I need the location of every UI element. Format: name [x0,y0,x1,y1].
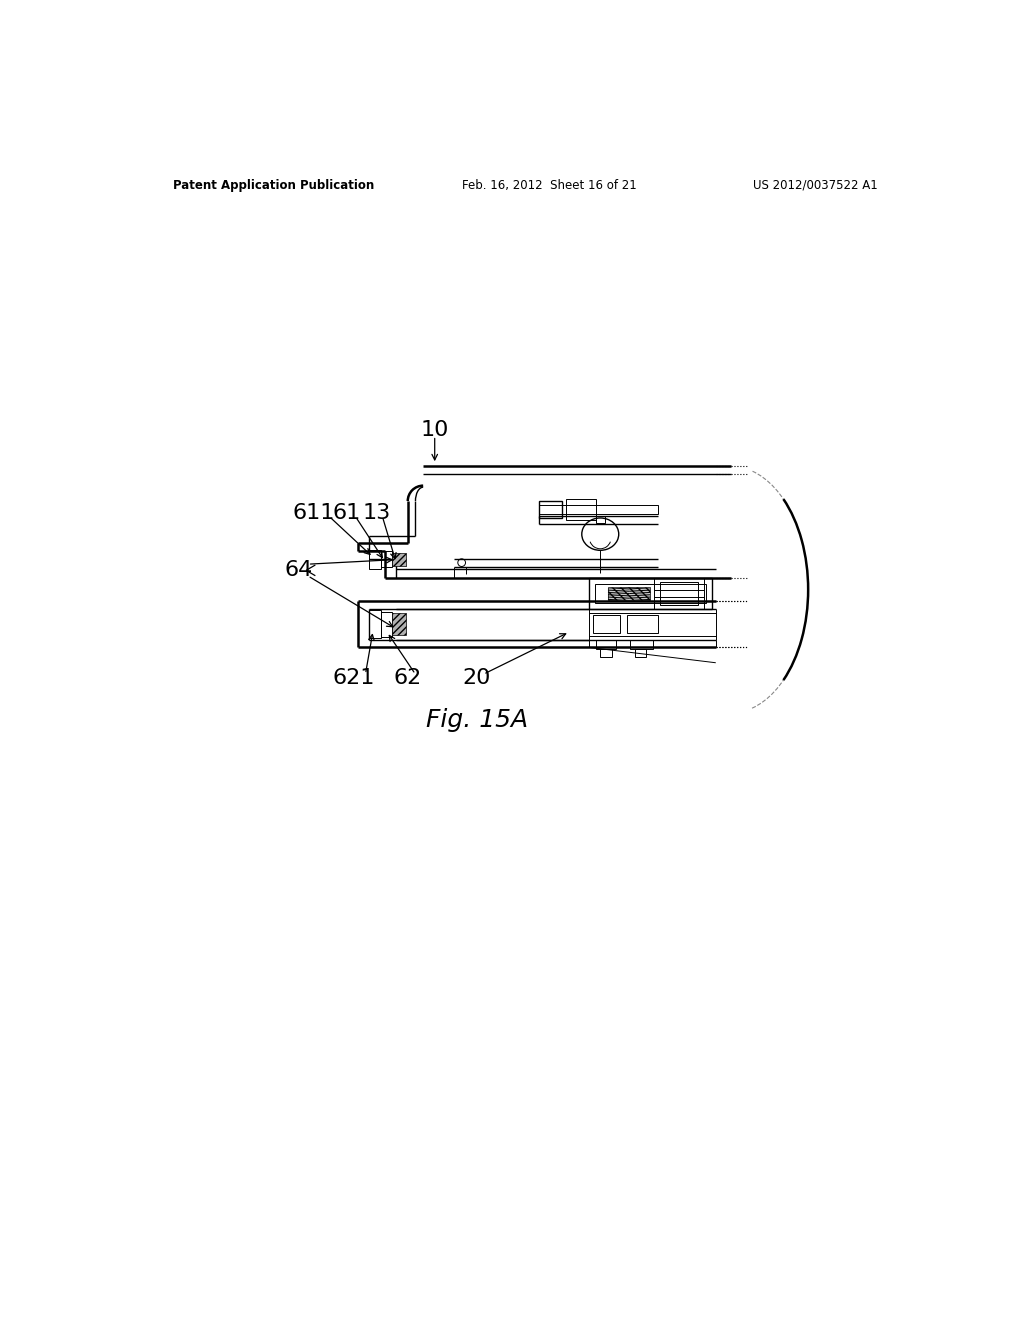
Bar [381,612,392,636]
Bar [608,587,650,599]
Bar [370,549,381,569]
Bar [370,610,381,638]
Bar [600,649,611,656]
Text: 20: 20 [463,668,492,688]
Bar [630,640,652,649]
Bar [596,516,605,524]
Bar [381,552,392,568]
Text: 64: 64 [285,561,312,581]
Text: 13: 13 [362,503,391,523]
Bar [539,502,562,517]
Text: 10: 10 [421,420,449,440]
Text: Feb. 16, 2012  Sheet 16 of 21: Feb. 16, 2012 Sheet 16 of 21 [462,178,636,191]
Text: 621: 621 [333,668,375,688]
Bar [595,585,706,603]
Text: Fig. 15A: Fig. 15A [426,709,528,733]
Text: 62: 62 [393,668,422,688]
Text: 611: 611 [293,503,335,523]
Bar [392,614,407,635]
Bar [635,649,646,656]
Bar [565,499,596,520]
Bar [539,506,658,515]
Bar [654,578,705,609]
Text: US 2012/0037522 A1: US 2012/0037522 A1 [753,178,878,191]
Bar [660,582,698,605]
Bar [593,615,620,634]
Bar [392,553,407,566]
Text: 61: 61 [332,503,360,523]
Text: Patent Application Publication: Patent Application Publication [173,178,374,191]
Bar [628,615,658,634]
Bar [596,640,615,649]
